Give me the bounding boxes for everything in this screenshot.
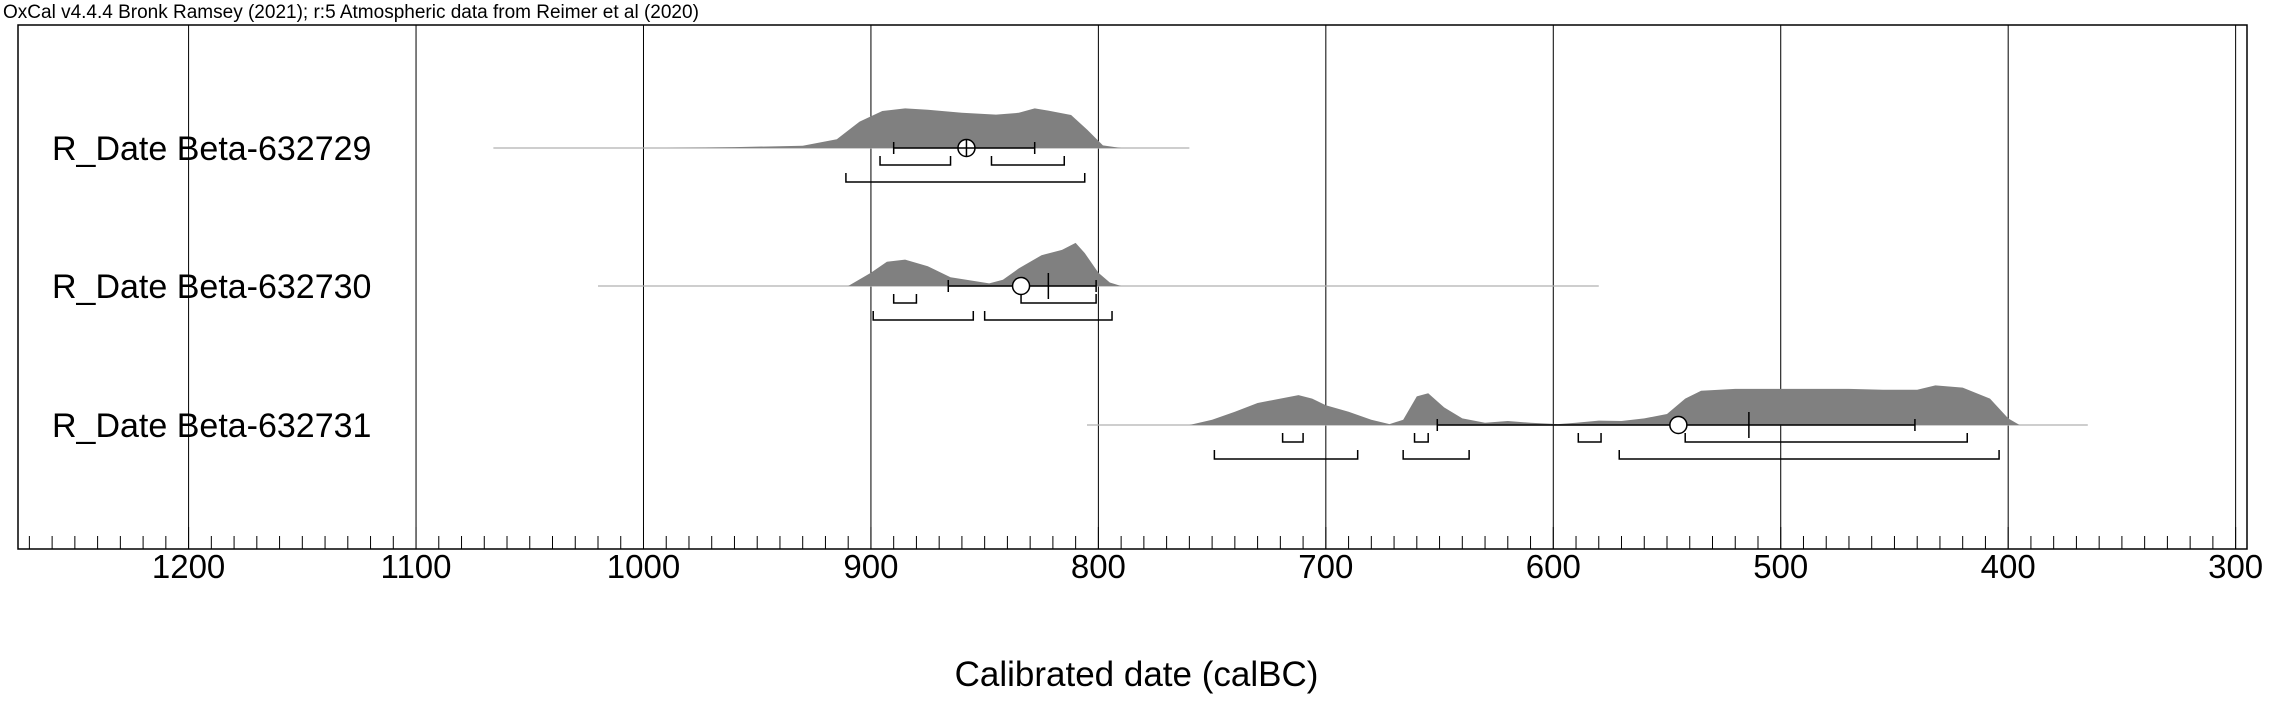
range-bracket-68 — [1281, 433, 1304, 443]
series-label: R_Date Beta-632729 — [52, 130, 371, 168]
x-axis: 1200 1100 1000 900 800 700 600 500 400 300 — [28, 527, 2263, 585]
range-bracket-68 — [879, 156, 952, 166]
tick-label: 900 — [843, 548, 898, 585]
distributions: R_Date Beta-632729 R_Date Beta-632730 R_Da… — [52, 108, 2088, 460]
tick-label: 1000 — [607, 548, 680, 585]
range-bracket-95 — [1402, 450, 1470, 460]
tick-label: 600 — [1526, 548, 1581, 585]
mean-marker — [1011, 276, 1031, 296]
probability-distribution — [848, 242, 1122, 286]
range-bracket-95 — [845, 173, 1086, 183]
tick-label: 400 — [1981, 548, 2036, 585]
tick-label: 1100 — [381, 548, 452, 585]
range-bracket-68 — [1577, 433, 1602, 443]
probability-distribution — [1189, 385, 2020, 425]
range-bracket-95 — [983, 311, 1113, 321]
range-bracket-68 — [990, 156, 1066, 166]
range-bracket-68 — [1020, 294, 1097, 304]
range-bracket-68 — [1413, 433, 1429, 443]
range-bracket-95 — [1618, 450, 2000, 460]
x-axis-label: Calibrated date (calBC) — [954, 655, 1319, 694]
tick-label: 700 — [1298, 548, 1353, 585]
range-bracket-95 — [872, 311, 975, 321]
range-bracket-68 — [892, 294, 918, 304]
series-row: R_Date Beta-632729 — [52, 108, 1190, 183]
plot-frame — [17, 24, 2248, 550]
tick-label: 800 — [1071, 548, 1126, 585]
tick-label: 1200 — [152, 548, 225, 585]
series-label: R_Date Beta-632730 — [52, 268, 371, 306]
range-bracket-95 — [1213, 450, 1359, 460]
grid-lines — [188, 25, 2237, 549]
series-row: R_Date Beta-632730 — [52, 242, 1599, 321]
range-bracket-68 — [1684, 433, 1968, 443]
probability-distribution — [493, 108, 1122, 148]
series-row: R_Date Beta-632731 — [52, 385, 2088, 460]
tick-label: 500 — [1753, 548, 1808, 585]
series-label: R_Date Beta-632731 — [52, 407, 371, 445]
tick-label: 300 — [2208, 548, 2263, 585]
mean-marker — [1669, 415, 1688, 435]
chart-header: OxCal v4.4.4 Bronk Ramsey (2021); r:5 At… — [3, 2, 699, 23]
